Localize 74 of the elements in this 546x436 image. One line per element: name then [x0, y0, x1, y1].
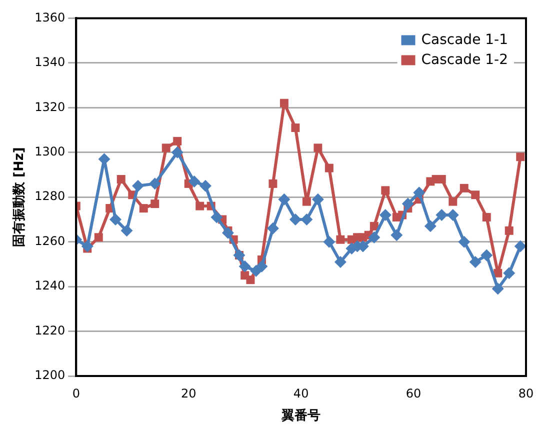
point	[503, 267, 516, 280]
y-tick-label: 1260	[34, 234, 66, 248]
point	[162, 144, 170, 152]
legend-label: Cascade 1-1	[421, 32, 508, 48]
point	[480, 249, 493, 262]
point	[196, 202, 204, 210]
x-axis-title: 翼番号	[280, 408, 321, 424]
point	[256, 260, 268, 272]
point	[323, 236, 336, 248]
point	[222, 226, 234, 239]
point	[370, 222, 378, 230]
y-axis-title: 固有振動数 [Hz]	[12, 147, 28, 248]
point	[278, 193, 290, 206]
point	[436, 208, 448, 221]
y-tick-label: 1280	[34, 189, 66, 204]
x-tick-label: 60	[406, 386, 422, 400]
point	[482, 212, 491, 222]
y-tick-label: 1320	[34, 100, 66, 114]
point	[148, 178, 161, 190]
point	[402, 198, 414, 210]
point	[469, 256, 482, 268]
point	[268, 179, 278, 188]
point	[238, 260, 251, 272]
y-tick-label: 1220	[34, 323, 66, 338]
x-tick-label: 80	[518, 386, 534, 400]
point	[302, 197, 311, 206]
point	[334, 256, 346, 268]
point	[210, 211, 223, 224]
legend-label: Cascade 1-2	[421, 52, 508, 68]
y-tick-label: 1340	[34, 55, 66, 70]
point	[390, 229, 403, 242]
point	[300, 213, 313, 226]
y-tick-label: 1200	[34, 368, 66, 382]
point	[514, 240, 526, 252]
point	[448, 197, 458, 206]
y-tick-label: 1300	[34, 144, 66, 158]
point	[120, 224, 133, 237]
x-tick-label: 0	[72, 386, 80, 400]
x-tick-label: 20	[180, 386, 196, 400]
point	[336, 235, 345, 244]
y-tick-label: 1240	[34, 278, 66, 293]
point	[150, 200, 160, 208]
point	[492, 282, 504, 295]
point	[314, 144, 322, 152]
point	[368, 231, 380, 244]
point	[199, 180, 212, 192]
point	[413, 186, 426, 199]
point	[171, 146, 184, 158]
point	[312, 193, 324, 206]
point	[110, 213, 122, 226]
x-tick-label: 40	[293, 386, 309, 400]
point	[116, 174, 126, 184]
point	[291, 124, 300, 132]
point	[280, 98, 288, 108]
point	[94, 233, 103, 242]
point	[324, 164, 334, 172]
point	[289, 213, 302, 226]
point	[81, 240, 94, 252]
point	[516, 152, 525, 162]
point	[460, 184, 468, 192]
point	[458, 236, 470, 248]
y-tick-label: 1360	[34, 10, 66, 24]
point	[379, 208, 392, 221]
point	[139, 204, 148, 213]
point	[381, 186, 390, 195]
point	[504, 226, 514, 235]
point	[266, 222, 279, 234]
point	[188, 175, 200, 188]
point	[246, 276, 255, 284]
point	[132, 180, 144, 192]
point	[437, 174, 446, 184]
point	[173, 136, 182, 146]
point	[424, 220, 436, 232]
point	[471, 190, 480, 200]
